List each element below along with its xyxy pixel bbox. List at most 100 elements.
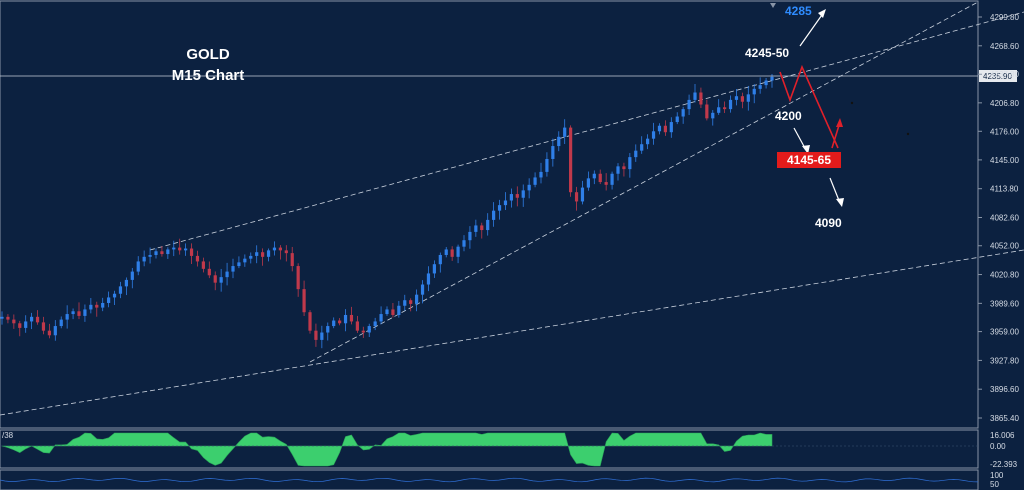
candle-body [195, 255, 200, 262]
candle-body [474, 225, 478, 232]
candle-body [130, 271, 134, 280]
candles [0, 73, 774, 349]
lower-channel-line [309, 1, 979, 363]
candle-body [574, 192, 579, 202]
candle-body [361, 330, 365, 333]
oscillator-zero-label: 0.00 [990, 442, 1006, 451]
candle-body [409, 300, 413, 304]
candle-body [118, 286, 123, 294]
support-4090-label: 4090 [815, 216, 842, 230]
candle-body [59, 319, 63, 327]
y-tick-label: 4082.60 [990, 214, 1019, 223]
candle-body [367, 326, 371, 333]
candle-body [432, 264, 436, 274]
chart-title: GOLD [186, 46, 229, 63]
candle-body [237, 262, 241, 267]
candle-body [397, 305, 401, 315]
candle-body [95, 304, 99, 308]
candle-body [740, 96, 744, 102]
candle-body [379, 314, 383, 322]
arrow-up-icon [818, 9, 826, 18]
candle-body [604, 182, 608, 185]
y-tick-label: 3896.60 [990, 385, 1019, 394]
candle-body [278, 247, 282, 251]
red-arrowhead-icon [836, 118, 843, 127]
candle-body [723, 107, 727, 110]
candle-body [657, 125, 662, 132]
arrow-down-icon-2 [836, 198, 844, 207]
candle-body [598, 173, 602, 183]
candle-body [201, 261, 205, 269]
candle-body [515, 194, 519, 198]
candle-body [415, 294, 419, 304]
candle-body [651, 131, 656, 139]
bottom-label-100: 100 [990, 471, 1004, 480]
candle-body [160, 251, 164, 255]
candle-body [255, 252, 259, 256]
candle-body [124, 279, 128, 287]
arrow-down-icon [802, 145, 810, 154]
y-tick-label: 3989.60 [990, 299, 1019, 308]
support-4145-label: 4145-65 [787, 153, 831, 167]
candle-body [0, 316, 4, 319]
candle-body [326, 326, 330, 333]
candle-body [107, 297, 111, 303]
candle-body [492, 210, 496, 220]
candle-body [569, 127, 573, 193]
candle-body [154, 251, 158, 255]
candle-body [681, 109, 685, 117]
red-projection-path [779, 64, 839, 149]
main-panel-frame [0, 0, 979, 429]
candle-body [178, 247, 182, 251]
candle-body [663, 125, 667, 133]
candle-body [296, 266, 300, 290]
candle-body [142, 256, 146, 262]
oscillator-high-label: 16.006 [990, 431, 1015, 440]
candle-body [41, 322, 46, 331]
candle-body [545, 158, 549, 172]
y-tick-label: 3865.40 [990, 414, 1019, 423]
candle-body [189, 248, 194, 256]
candle-body [284, 250, 288, 254]
resistance-label: 4245-50 [745, 46, 789, 60]
candle-body [30, 316, 34, 322]
candle-body [646, 138, 650, 145]
y-tick-label: 3927.80 [990, 356, 1019, 365]
candle-body [261, 252, 265, 257]
candle-body [539, 171, 543, 178]
candle-body [693, 92, 697, 100]
candle-body [497, 205, 502, 211]
chart-subtitle: M15 Chart [172, 67, 245, 84]
candle-body [101, 302, 105, 308]
candle-body [148, 254, 152, 257]
candle-body [728, 99, 733, 110]
candle-body [308, 312, 312, 331]
y-tick-label: 4113.80 [990, 185, 1019, 194]
candle-body [527, 184, 531, 191]
candle-body [480, 225, 484, 231]
bottom-indicator-line [0, 477, 979, 483]
arrow-to-4285 [799, 11, 825, 47]
y-axis: 4299.80 4268.60 4237.80 4206.80 4176.00 4145.… [978, 13, 1019, 423]
oscillator-tag: /38 [2, 431, 14, 440]
candle-body [213, 275, 217, 283]
candle-body [717, 107, 721, 113]
candle-body [35, 316, 40, 323]
long-trend-line [0, 249, 1024, 416]
candle-body [669, 122, 673, 133]
candle-body [136, 261, 140, 272]
y-tick-label: 4020.80 [990, 271, 1019, 280]
y-tick-label: 4052.00 [990, 242, 1019, 251]
candle-body [207, 268, 211, 276]
candle-body [314, 330, 318, 340]
candle-body [705, 104, 709, 119]
candle-body [53, 326, 57, 336]
candle-body [456, 246, 460, 257]
candle-body [509, 194, 513, 201]
candle-body [83, 309, 87, 316]
y-tick-label: 4145.00 [990, 156, 1019, 165]
current-price-label: 4235.90 [983, 72, 1012, 81]
candle-body [112, 293, 117, 298]
candle-body [752, 88, 756, 95]
